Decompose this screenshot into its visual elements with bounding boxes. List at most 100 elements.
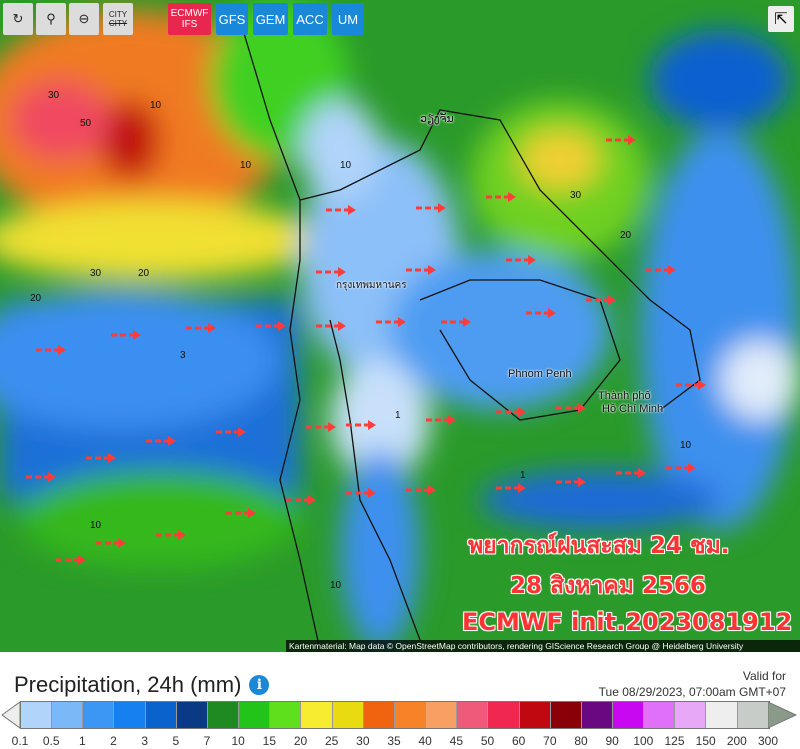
wind-arrow-head [528, 255, 536, 265]
scale-tick-label: 100 [633, 734, 654, 748]
valid-time: Valid for Tue 08/29/2023, 07:00am GMT+07 [598, 669, 786, 699]
scale-tick-label: 50 [480, 734, 495, 748]
scale-tick-label: 0.5 [42, 734, 60, 748]
scale-tick-label: 45 [449, 734, 464, 748]
legend-high-end [768, 701, 798, 729]
contour-label: 30 [48, 90, 60, 101]
overlay-model-init: ECMWF init.2023081912 [462, 608, 793, 636]
wind-arrow-head [668, 265, 676, 275]
wind-arrow-head [58, 345, 66, 355]
scale-tick-label: 15 [262, 734, 277, 748]
scale-swatch [207, 702, 240, 728]
scale-tick-label: 125 [664, 734, 685, 748]
wind-arrow-head [248, 508, 256, 518]
wind-arrow-head [578, 477, 586, 487]
wind-arrow-head [398, 317, 406, 327]
scale-tick-label: 150 [695, 734, 716, 748]
share-button[interactable]: ⇱ [768, 6, 794, 32]
contour-label: 30 [90, 268, 102, 279]
city-toggle-button[interactable]: CITY CITY [103, 3, 133, 35]
place-hcmc-1: Thành phố [598, 390, 651, 402]
wind-arrow-head [698, 380, 706, 390]
scale-swatch [114, 702, 146, 728]
refresh-icon: ↻ [12, 11, 24, 26]
contour-label: 10 [240, 160, 252, 171]
wind-arrow-head [688, 463, 696, 473]
model-ecmwf-ifs[interactable]: ECMWF IFS [168, 3, 211, 35]
legend-title: Precipitation, 24h (mm) i [14, 672, 270, 698]
wind-arrow-head [338, 321, 346, 331]
location-button[interactable]: ⚲ [36, 3, 66, 35]
scale-swatch [21, 702, 53, 728]
scale-tick-label: 7 [203, 734, 211, 748]
scale-swatch [519, 702, 551, 728]
contour-label: 3 [180, 350, 186, 361]
scale-tick-label: 25 [324, 734, 339, 748]
scale-swatch [581, 702, 613, 728]
wind-arrow-head [368, 420, 376, 430]
wind-arrow-head [238, 427, 246, 437]
scale-tick-label: 90 [605, 734, 619, 748]
info-icon[interactable]: i [249, 675, 270, 695]
model-gfs[interactable]: GFS [216, 3, 248, 35]
wind-arrow-head [438, 203, 446, 213]
wind-arrow-head [48, 472, 56, 482]
scale-tick-label: 200 [726, 734, 747, 748]
overlay-title: พยากรณ์ฝนสะสม 24 ชม. [468, 533, 730, 559]
contour-label: 1 [520, 470, 526, 481]
scale-tick-label: 2 [110, 734, 117, 748]
wind-arrow-head [168, 436, 176, 446]
location-pin-icon: ⚲ [46, 11, 56, 26]
scale-swatch [457, 702, 489, 728]
place-hcmc-2: Hồ Chí Minh [602, 403, 664, 415]
legend-low-end [1, 701, 20, 729]
scale-swatch [332, 702, 364, 728]
model-gem[interactable]: GEM [253, 3, 288, 35]
scale-swatch [488, 702, 520, 728]
scale-tick-label: 3 [141, 734, 148, 748]
scale-swatch [145, 702, 177, 728]
wind-arrow-head [278, 321, 286, 331]
precipitation-map[interactable]: ↻ ⚲ ⊖ CITY CITY ECMWF IFS GFS GEM ACC UM … [0, 0, 800, 652]
borders [239, 19, 701, 651]
scale-swatch [83, 702, 115, 728]
city-toggle-icon: CITY [108, 19, 128, 28]
model-acc[interactable]: ACC [293, 3, 327, 35]
contour-label: 20 [620, 230, 632, 241]
place-vientiane: ວຽງຈັນ [420, 113, 454, 125]
scale-swatch [612, 702, 645, 728]
map-attribution: Kartenmaterial: Map data © OpenStreetMap… [286, 640, 800, 652]
wind-arrow-head [308, 495, 316, 505]
scale-tick-label: 300 [757, 734, 779, 748]
place-bangkok: กรุงเทพมหานคร [336, 280, 407, 291]
zoom-out-icon: ⊖ [78, 11, 90, 26]
wind-arrow-head [448, 415, 456, 425]
scale-swatch [394, 702, 427, 728]
wind-arrow-head [368, 488, 376, 498]
wind-arrow-head [548, 308, 556, 318]
wind-arrow-head [638, 468, 646, 478]
color-scale [20, 701, 770, 729]
contour-label: 10 [90, 520, 102, 531]
zoom-out-button[interactable]: ⊖ [69, 3, 99, 35]
wind-arrow-head [108, 453, 116, 463]
scale-tick-label: 10 [231, 734, 245, 748]
contour-label: 10 [150, 100, 162, 111]
scale-tick-label: 60 [511, 734, 526, 748]
scale-tick-label: 70 [543, 734, 557, 748]
wind-arrow-head [508, 192, 516, 202]
contour-label: 30 [570, 190, 582, 201]
scale-swatch [644, 702, 676, 728]
model-um[interactable]: UM [332, 3, 364, 35]
wind-arrow-head [78, 555, 86, 565]
scale-tick-label: 30 [356, 734, 370, 748]
scale-swatch [270, 702, 302, 728]
share-icon: ⇱ [774, 11, 788, 28]
wind-arrow-head [348, 205, 356, 215]
scale-swatch [737, 702, 769, 728]
wind-arrow-head [628, 135, 636, 145]
refresh-button[interactable]: ↻ [3, 3, 33, 35]
scale-swatch [301, 702, 333, 728]
scale-tick-label: 40 [418, 734, 432, 748]
contour-label: 1 [395, 410, 401, 421]
